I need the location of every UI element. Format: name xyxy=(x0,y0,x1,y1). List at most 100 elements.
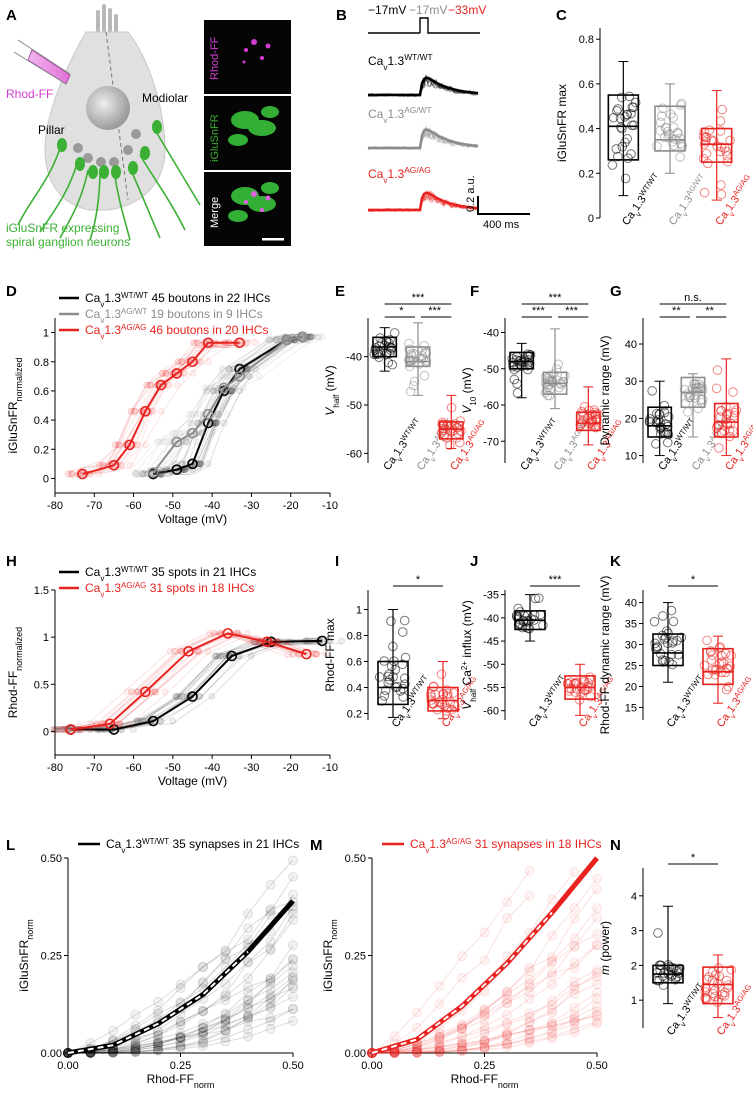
individual-point xyxy=(524,965,535,976)
individual-point xyxy=(569,981,580,992)
y-tick-label: 15 xyxy=(625,702,637,714)
individual-point xyxy=(592,940,602,951)
panel-c-boxplot: 0 0.2 0.4 0.6 0.8 Cav1.3WT/WTCav1.3AG/WTCav1.… xyxy=(555,28,752,228)
individual-point xyxy=(502,986,512,997)
individual-point xyxy=(188,410,196,418)
y-tick-label: -40 xyxy=(346,352,362,364)
individual-point xyxy=(569,957,580,968)
individual-point xyxy=(198,978,208,989)
individual-point xyxy=(524,1033,535,1044)
individual-point xyxy=(225,365,233,373)
individual-point xyxy=(547,894,557,905)
series-point xyxy=(218,385,230,397)
individual-trace xyxy=(88,342,247,475)
data-point xyxy=(436,669,447,679)
series-point xyxy=(77,468,88,480)
individual-point xyxy=(524,981,535,992)
data-point xyxy=(651,439,661,449)
individual-point xyxy=(116,720,124,728)
trace-genotype-label: Cav1.3AG/AG xyxy=(368,165,431,185)
individual-trace xyxy=(80,633,317,731)
individual-point xyxy=(569,1016,580,1027)
y-tick-label: 1 xyxy=(356,605,362,617)
individual-point xyxy=(175,1041,186,1052)
x-axis-label: Rhod-FFnorm xyxy=(451,1072,519,1090)
individual-point xyxy=(210,629,218,637)
individual-fit xyxy=(67,965,294,1054)
data-point xyxy=(404,344,414,355)
individual-point xyxy=(243,994,253,1005)
individual-point xyxy=(153,1038,163,1049)
individual-point xyxy=(524,1025,535,1036)
individual-point xyxy=(479,1035,490,1046)
box xyxy=(509,351,535,370)
individual-point xyxy=(150,688,158,696)
individual-point xyxy=(130,1040,141,1051)
individual-point xyxy=(153,1030,163,1041)
individual-point xyxy=(67,470,75,478)
individual-point xyxy=(203,387,211,395)
individual-point xyxy=(592,939,602,950)
individual-point xyxy=(213,410,221,418)
data-point xyxy=(538,620,548,631)
individual-point xyxy=(547,1031,557,1042)
individual-point xyxy=(592,987,602,998)
individual-point xyxy=(162,369,170,377)
individual-point xyxy=(143,381,151,389)
individual-point xyxy=(130,1038,141,1049)
individual-fit xyxy=(67,996,294,1054)
individual-point xyxy=(524,1017,535,1028)
individual-fit xyxy=(371,895,530,1054)
individual-point xyxy=(434,1047,445,1058)
individual-trace xyxy=(143,337,294,474)
individual-point xyxy=(118,461,126,469)
data-point xyxy=(675,100,686,110)
x-tick-label: -20 xyxy=(283,500,299,512)
power-fit xyxy=(371,911,553,1054)
y-tick-label: -35 xyxy=(483,590,499,602)
individual-point xyxy=(198,1035,208,1046)
data-point xyxy=(612,106,622,116)
data-point xyxy=(710,991,720,1002)
individual-point xyxy=(220,946,231,957)
individual-fit xyxy=(67,976,294,1054)
individual-point xyxy=(592,929,602,940)
individual-point xyxy=(178,693,186,701)
individual-fit xyxy=(371,917,598,1054)
individual-point xyxy=(130,1009,141,1020)
individual-point xyxy=(220,1014,231,1025)
data-point xyxy=(397,627,408,637)
individual-point xyxy=(457,1042,467,1053)
trace-genotype-label: Cav1.3WT/WT xyxy=(368,52,433,72)
individual-point xyxy=(547,1027,557,1038)
individual-point xyxy=(434,1037,445,1048)
individual-point xyxy=(58,726,66,734)
y-tick-label: -60 xyxy=(483,706,499,718)
individual-point xyxy=(243,1011,253,1022)
individual-point xyxy=(172,693,180,701)
individual-point xyxy=(140,469,148,477)
individual-point xyxy=(251,365,259,373)
data-point xyxy=(709,136,719,146)
individual-trace xyxy=(71,346,229,475)
individual-point xyxy=(220,945,231,956)
individual-point xyxy=(128,688,136,696)
panel-g-boxplot: 10203040Cav1.3WT/WTCav1.3AG/WTCav1.3AG/A… xyxy=(598,292,753,473)
individual-point xyxy=(204,647,212,655)
individual-point xyxy=(547,1007,557,1018)
stereocilia xyxy=(96,4,118,32)
data-point xyxy=(702,158,713,169)
x-tick-label: -80 xyxy=(47,500,63,512)
individual-point xyxy=(412,1042,422,1053)
individual-point xyxy=(153,1045,163,1056)
data-point xyxy=(699,187,710,198)
individual-point xyxy=(196,693,204,701)
data-point xyxy=(717,104,727,115)
individual-point xyxy=(108,1047,118,1058)
individual-point xyxy=(146,381,154,389)
y-tick-label: 0.8 xyxy=(579,34,594,46)
data-point xyxy=(699,127,709,137)
individual-point xyxy=(164,381,172,389)
individual-point xyxy=(412,1044,422,1055)
individual-point xyxy=(56,726,64,734)
